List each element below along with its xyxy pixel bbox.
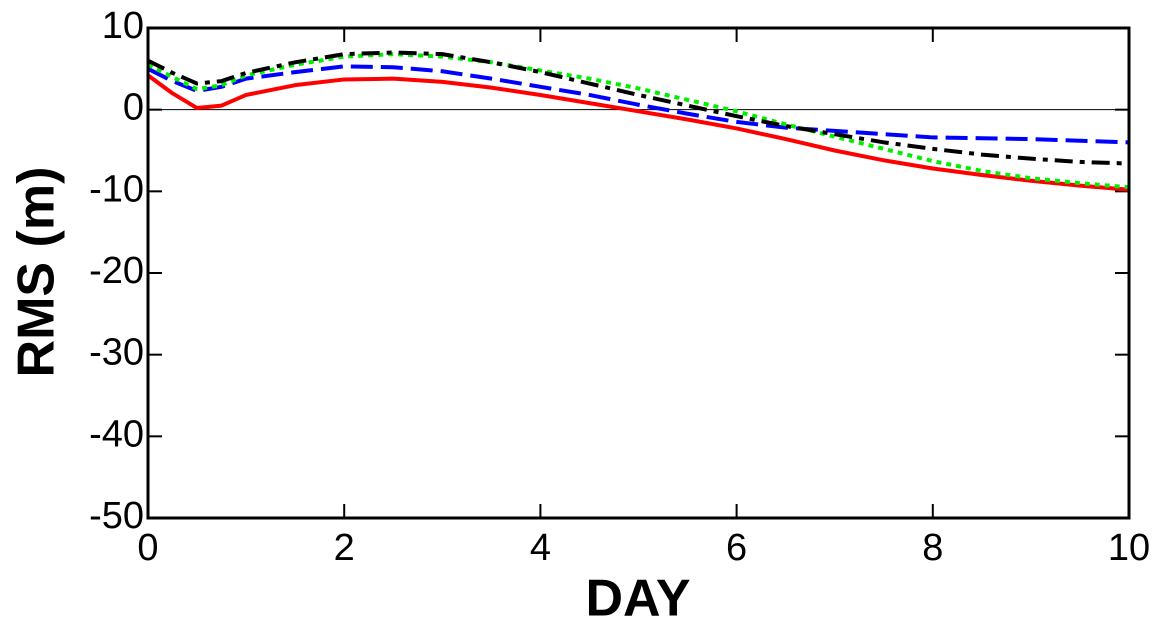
x-tick-label: 10 [1108,527,1150,569]
x-axis-title: DAY [585,570,690,627]
y-tick-label: 0 [123,87,144,129]
y-tick-label: -50 [89,495,144,537]
series-line [147,50,1130,166]
y-tick-label: 10 [102,5,144,47]
x-tick-label: 2 [334,527,355,569]
y-tick-label: -20 [89,250,144,292]
series-line [147,52,1130,190]
y-tick-label: -30 [89,332,144,374]
x-tick-label: 0 [137,527,158,569]
y-axis-title: RMS (m) [8,167,66,378]
series-line [146,73,1130,192]
x-tick-label: 6 [726,527,747,569]
y-tick-label: -10 [89,168,144,210]
series-line [147,64,1130,145]
y-tick-label: -40 [89,413,144,455]
x-tick-label: 8 [922,527,943,569]
x-tick-label: 4 [530,527,551,569]
plot-frame [146,26,1131,520]
